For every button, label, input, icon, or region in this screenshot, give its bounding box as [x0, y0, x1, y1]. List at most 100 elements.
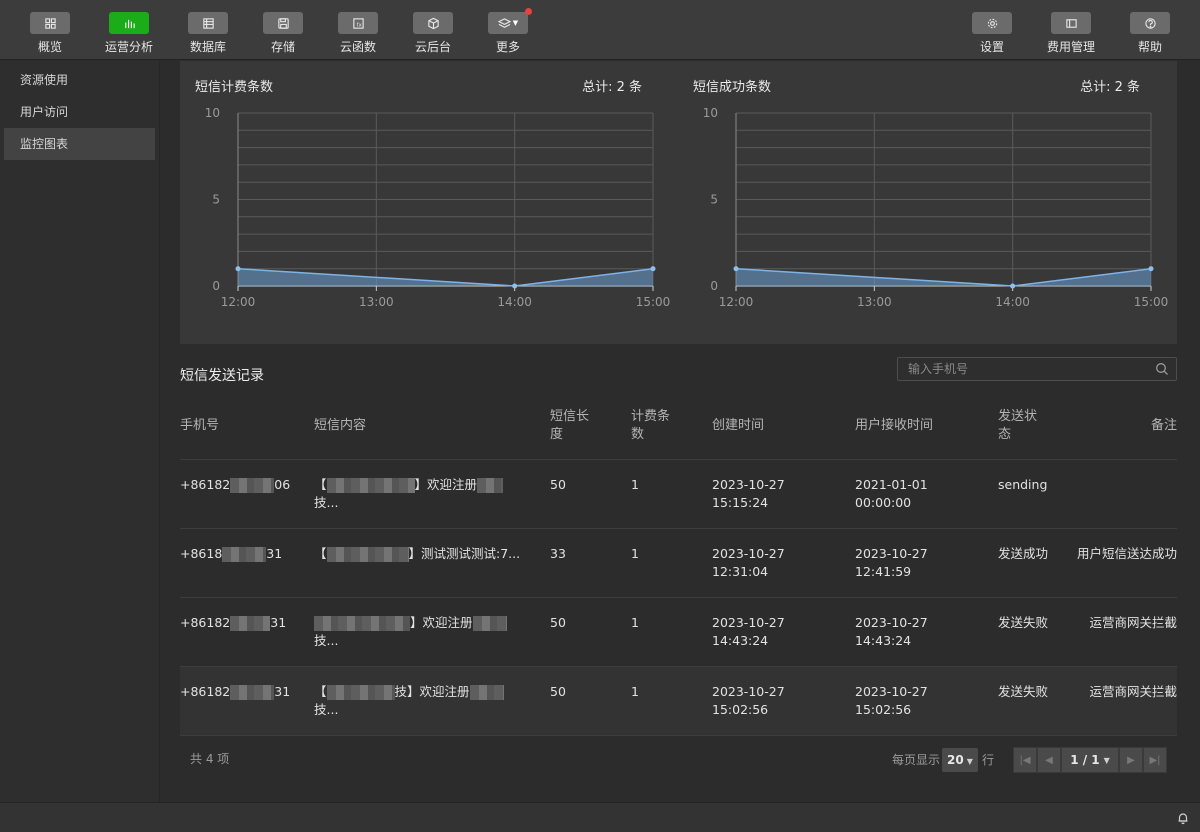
redacted-block: [230, 478, 275, 493]
x-tick-label: 14:00: [995, 295, 1030, 309]
y-tick-label: 5: [710, 193, 718, 207]
success-chart-card: 短信成功条数 总计: 2 条 12:00 13:00 14:00 15:00 0 5 10: [678, 61, 1168, 344]
sidebar-item-monitor-charts[interactable]: 监控图表: [4, 128, 155, 160]
chevron-right-icon: ▶: [1127, 754, 1135, 766]
received-date: 2023-10-27: [855, 615, 928, 630]
col-length: 短信长度: [550, 409, 590, 442]
phone-prefix: +86182: [180, 477, 231, 492]
redacted-block: [230, 685, 275, 700]
phone-suffix: 31: [270, 615, 287, 630]
settings-button[interactable]: 设置: [962, 12, 1022, 55]
tab-storage[interactable]: 存储: [253, 12, 313, 55]
y-tick-label: 0: [710, 279, 718, 293]
tab-cloud-admin[interactable]: 云后台: [403, 12, 463, 55]
charts-panel: 短信计费条数 总计: 2 条 12:00 13:00 14:00 15:00 0 5 10 …: [180, 61, 1177, 344]
chevron-left-icon: ◀: [1045, 754, 1053, 766]
col-content: 短信内容: [314, 418, 367, 433]
content-end: 技...: [314, 633, 339, 648]
col-fee-count: 计费条数: [631, 409, 671, 442]
page-size-select[interactable]: 20 ▼: [942, 748, 978, 772]
created-cell: 2023-10-27 15:02:56: [712, 683, 832, 719]
chart-grid: [237, 112, 654, 287]
phone-suffix: 06: [274, 477, 291, 492]
received-time: 12:41:59: [855, 564, 912, 579]
chevron-down-icon: ▼: [512, 19, 519, 27]
pager: |◀ ◀ 1 / 1 ▼ ▶ ▶|: [1013, 747, 1167, 773]
created-cell: 2023-10-27 14:43:24: [712, 614, 832, 650]
phone-search-input[interactable]: [898, 358, 1148, 380]
y-tick-label: 0: [212, 279, 220, 293]
table-row[interactable]: +8618 31 【 】测试测试测试:7... 33 1 2023-10-27 12:…: [180, 529, 1177, 598]
status-bar: [0, 802, 1200, 832]
tab-cloud-admin-label: 云后台: [414, 40, 451, 54]
prev-page-button[interactable]: ◀: [1037, 747, 1061, 773]
phone-prefix: +86182: [180, 615, 231, 630]
created-cell: 2023-10-27 15:15:24: [712, 476, 832, 512]
sidebar-item-user-access[interactable]: 用户访问: [20, 105, 69, 119]
phone-search-box: [897, 357, 1177, 381]
x-tick-label: 15:00: [1134, 295, 1168, 309]
redacted-block: [326, 547, 409, 562]
tab-cloud-function[interactable]: fx 云函数: [328, 12, 388, 55]
content-cell: 【 】欢迎注册 技...: [314, 476, 524, 512]
help-icon: [1130, 12, 1170, 34]
content-start: 【: [314, 477, 327, 492]
created-time: 14:43:24: [712, 633, 769, 648]
svg-text:fx: fx: [356, 22, 362, 28]
billing-button[interactable]: 费用管理: [1041, 12, 1101, 55]
chevron-down-icon: ▼: [1103, 755, 1110, 765]
content-middle: 】欢迎注册: [410, 615, 473, 630]
first-page-button[interactable]: |◀: [1013, 747, 1037, 773]
help-button[interactable]: 帮助: [1120, 12, 1180, 55]
table-row[interactable]: +86182 06 【 】欢迎注册 技... 50 1 2023-10-27 15:15…: [180, 460, 1177, 529]
table-row[interactable]: +86182 31 】欢迎注册 技... 50 1 2023-10-27 14:43:…: [180, 598, 1177, 667]
data-point: [1148, 266, 1154, 272]
col-received: 用户接收时间: [855, 418, 934, 433]
y-tick-label: 10: [703, 106, 718, 120]
length-cell: 50: [550, 684, 566, 699]
fee-cell: 1: [631, 684, 639, 699]
function-icon: fx: [338, 12, 378, 34]
tab-overview[interactable]: 概览: [20, 12, 80, 55]
wallet-icon: [1051, 12, 1091, 34]
tab-database[interactable]: 数据库: [178, 12, 238, 55]
redacted-block: [477, 478, 504, 493]
page-size-value: 20: [947, 753, 964, 767]
page-select[interactable]: 1 / 1 ▼: [1061, 747, 1119, 773]
created-date: 2023-10-27: [712, 684, 785, 699]
tab-cloud-function-label: 云函数: [339, 40, 376, 54]
data-point: [235, 266, 241, 272]
bell-icon[interactable]: [1176, 811, 1190, 825]
tab-more[interactable]: ▼ 更多: [478, 8, 538, 55]
sidebar-item-resource-usage[interactable]: 资源使用: [20, 73, 69, 87]
bar-chart-icon: [109, 12, 149, 34]
x-tick-label: 12:00: [719, 295, 754, 309]
redacted-block: [230, 616, 271, 631]
table-row[interactable]: +86182 31 【 技】欢迎注册 技... 50 1 2023-10-27 15:0…: [180, 667, 1177, 736]
col-note: 备注: [1150, 418, 1177, 433]
content-middle: 】测试测试测试:7...: [408, 546, 521, 561]
next-page-button[interactable]: ▶: [1119, 747, 1143, 773]
table-header: 手机号 短信内容 短信长度 计费条数 创建时间 用户接收时间 发送状态 备注: [180, 392, 1177, 460]
y-tick-label: 5: [212, 193, 220, 207]
gear-icon: [972, 12, 1012, 34]
x-tick-label: 13:00: [359, 295, 394, 309]
status-cell: 发送成功: [998, 546, 1049, 561]
last-page-button[interactable]: ▶|: [1143, 747, 1167, 773]
phone-cell: +8618 31: [180, 545, 300, 563]
data-point: [650, 266, 656, 272]
help-label: 帮助: [1137, 40, 1162, 54]
redacted-block: [472, 616, 507, 631]
search-icon[interactable]: [1155, 362, 1169, 376]
tab-database-label: 数据库: [189, 40, 226, 54]
received-date: 2023-10-27: [855, 546, 928, 561]
database-icon: [188, 12, 228, 34]
length-cell: 33: [550, 546, 566, 561]
status-cell: 发送失败: [998, 684, 1049, 699]
tab-analytics[interactable]: 运营分析: [99, 12, 159, 55]
chart-title: 短信成功条数: [693, 80, 772, 95]
billing-chart-card: 短信计费条数 总计: 2 条 12:00 13:00 14:00 15:00 0 5 10: [180, 61, 670, 344]
redacted-block: [469, 685, 504, 700]
cube-icon: [413, 12, 453, 34]
sidebar: 资源使用 用户访问 监控图表: [0, 61, 160, 802]
